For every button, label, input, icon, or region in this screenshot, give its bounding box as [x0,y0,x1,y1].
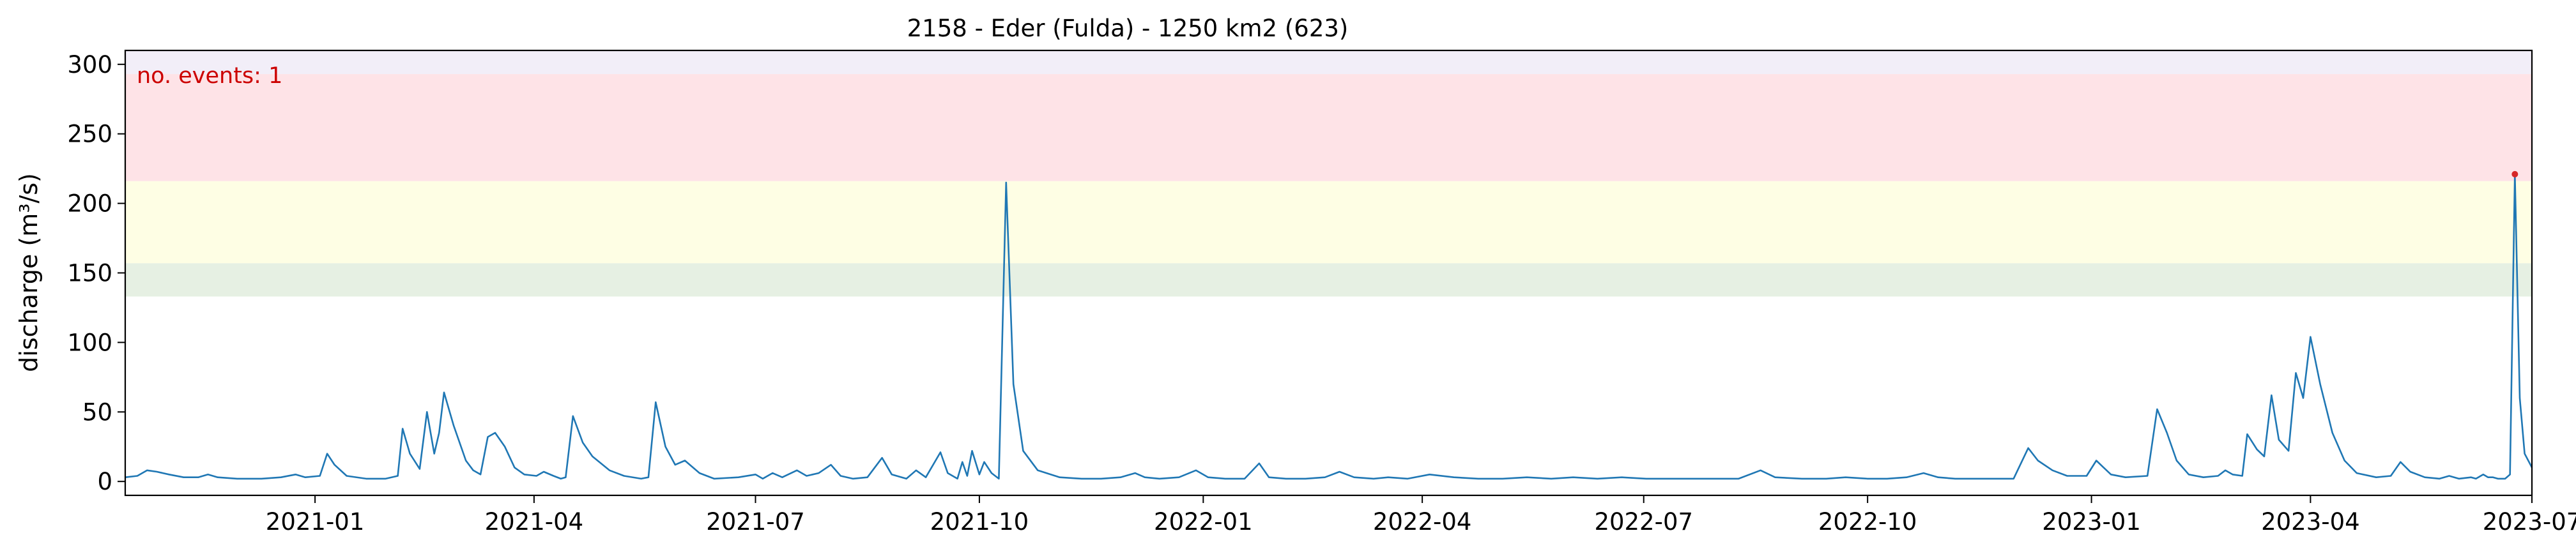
event-count-annotation: no. events: 1 [137,63,282,89]
x-tick-label: 2023-07 [2483,508,2576,536]
y-axis: 0 50 100 150 200 250 300 [67,51,125,495]
threshold-band-1 [125,263,2532,297]
y-tick-label: 50 [82,398,112,426]
marker-layer [2511,170,2518,177]
x-tick-label: 2021-04 [485,508,584,536]
x-tick-label: 2022-07 [1594,508,1693,536]
x-tick-label: 2021-01 [266,508,365,536]
x-tick-label: 2021-07 [706,508,805,536]
threshold-band-3 [125,74,2532,181]
x-tick-label: 2023-01 [2042,508,2141,536]
series-layer [125,173,2533,480]
x-axis: 2021-01 2021-04 2021-07 2021-10 2022-01 2022-… [266,495,2576,536]
threshold-band-4 [125,50,2532,75]
x-tick-label: 2022-10 [1818,508,1917,536]
y-tick-label: 100 [67,329,112,356]
x-tick-label: 2022-04 [1373,508,1472,536]
discharge-series-line [125,173,2533,480]
x-tick-label: 2023-04 [2261,508,2360,536]
y-axis-label: discharge (m³/s) [15,173,43,372]
x-tick-label: 2022-01 [1154,508,1253,536]
y-tick-label: 0 [97,468,112,495]
x-tick-label: 2021-10 [930,508,1029,536]
event-marker [2511,170,2518,177]
y-tick-label: 300 [67,51,112,79]
y-tick-label: 200 [67,190,112,218]
threshold-band-2 [125,181,2532,264]
chart-title: 2158 - Eder (Fulda) - 1250 km2 (623) [907,15,1349,42]
threshold-bands [125,50,2532,297]
y-tick-label: 250 [67,121,112,148]
y-tick-label: 150 [67,260,112,287]
